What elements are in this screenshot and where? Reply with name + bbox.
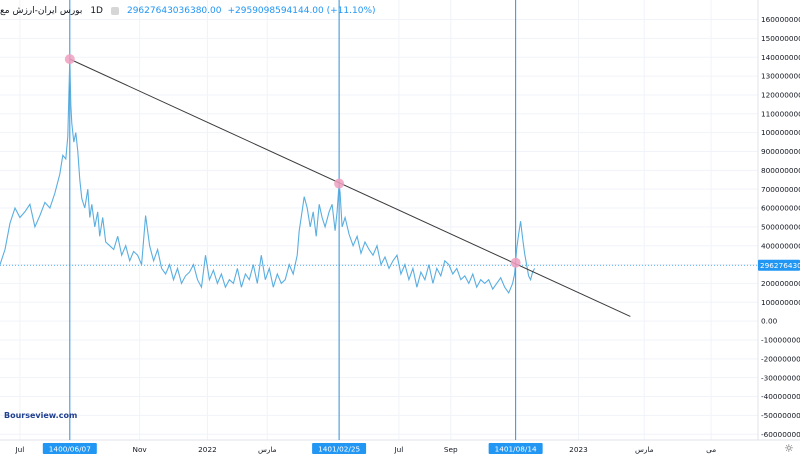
trendline[interactable] (69, 58, 631, 317)
current-price-tag: 29627643036381 (758, 259, 800, 271)
x-tick-label: Nov (133, 445, 148, 454)
x-date-tag-label: 1401/08/14 (495, 445, 537, 454)
y-tick-label: 100000000000000 (761, 128, 800, 137)
y-tick-label: -40000000000000 (761, 392, 800, 401)
y-tick-label: -20000000000000 (761, 354, 800, 363)
x-date-tag-bg (42, 443, 97, 454)
y-tick-label: -60000000000000 (761, 430, 800, 439)
last-value: 29627643036380.00 (126, 6, 222, 16)
y-tick-label: 120000000000000 (761, 91, 800, 100)
y-tick-label: 40000000000000 (761, 241, 800, 250)
current-price-tag-bg (758, 259, 800, 271)
horizontal-gridlines (0, 19, 758, 435)
touch-point-marker (64, 54, 75, 65)
y-tick-label: 130000000000000 (761, 72, 800, 81)
status-dot-icon (110, 7, 119, 15)
x-tick-label: 2022 (198, 445, 217, 454)
y-tick-label: -10000000000000 (761, 336, 800, 345)
x-tick-label: Jul (15, 445, 25, 454)
y-tick-label: 0.00 (761, 317, 778, 326)
y-tick-label: -30000000000000 (761, 373, 800, 382)
change-value: +2959098594144.00 (+11.10%) (227, 6, 376, 16)
y-tick-label: 60000000000000 (761, 204, 800, 213)
trendline-touch-points (64, 54, 521, 268)
x-tick-label: می (706, 445, 716, 454)
settings-gear-icon[interactable]: ☼ (784, 442, 794, 455)
x-date-tag-label: 1401/02/25 (318, 445, 360, 454)
x-tick-label: مارس (635, 445, 654, 454)
y-tick-label: 10000000000000 (761, 298, 800, 307)
watermark: Bourseview.com (4, 411, 78, 420)
y-tick-label: 150000000000000 (761, 34, 800, 43)
y-tick-label: 70000000000000 (761, 185, 800, 194)
x-tick-label: مارس (258, 445, 277, 454)
vertical-gridlines (19, 0, 712, 440)
y-tick-label: 160000000000000 (761, 15, 800, 24)
y-tick-label: 20000000000000 (761, 279, 800, 288)
y-tick-label: 110000000000000 (761, 109, 800, 118)
x-date-tag-label: 1400/06/07 (49, 445, 91, 454)
x-axis-labels: Jul 1400/06/07 Nov 2022 مارس 1401/02/25 Jul Sep… (15, 443, 716, 454)
y-tick-label: 90000000000000 (761, 147, 800, 156)
legend-header: بورس ایران-ارزش مع 1D 29627643036380.00 … (0, 3, 376, 19)
y-tick-label: -50000000000000 (761, 411, 800, 420)
series-line (0, 59, 536, 295)
x-tick-label: Sep (444, 445, 458, 454)
touch-point-marker (334, 178, 345, 189)
x-tick-label: Jul (394, 445, 404, 454)
touch-point-marker (510, 257, 521, 268)
x-tick-label: 2023 (569, 445, 588, 454)
vertical-marker-lines (69, 0, 517, 440)
current-price-tag-text: 29627643036381 (760, 261, 800, 270)
interval-label[interactable]: 1D (90, 6, 103, 16)
y-tick-label: 50000000000000 (761, 222, 800, 231)
y-axis-labels: 160000000000000 150000000000000 1400000000… (761, 15, 800, 439)
symbol-name[interactable]: بورس ایران-ارزش مع (0, 6, 83, 16)
y-tick-label: 80000000000000 (761, 166, 800, 175)
y-tick-label: 140000000000000 (761, 53, 800, 62)
x-date-tag-bg (312, 443, 367, 454)
x-date-tag-bg (488, 443, 543, 454)
